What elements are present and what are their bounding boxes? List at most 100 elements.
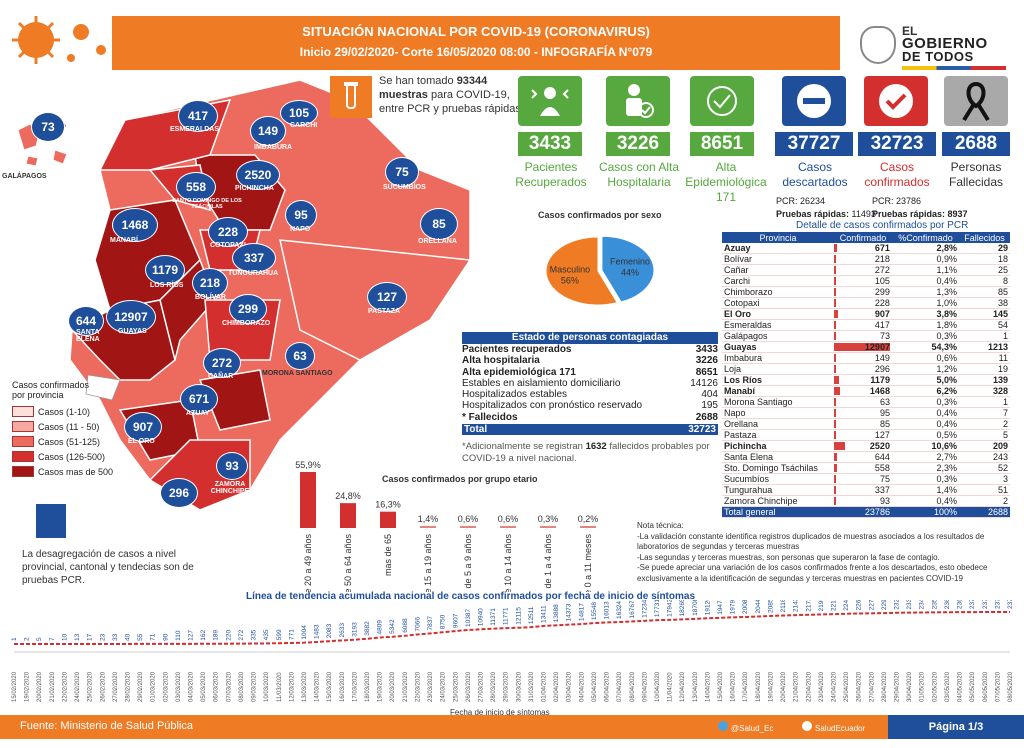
trend-date-label: 03/04/2020 bbox=[567, 671, 573, 702]
trend-point-label: 14817 bbox=[578, 603, 585, 621]
table-row: Santa Elena 644 2,7% 243 bbox=[722, 451, 1010, 464]
map-bubble-morona-santiago: 63 bbox=[285, 342, 315, 370]
trend-date-label: 23/04/2020 bbox=[819, 671, 825, 702]
trend-point-label: 20445 bbox=[755, 600, 762, 613]
table-row: Loja 296 1,2% 19 bbox=[722, 363, 1010, 376]
hospital-discharge-count: 3226 bbox=[606, 132, 670, 156]
hospital-discharge-label: Casos con Alta Hospitalaria bbox=[598, 160, 680, 189]
trend-date-label: 04/05/2020 bbox=[958, 671, 964, 702]
trend-point-label: 18708 bbox=[692, 600, 699, 616]
trend-date-label: 30/03/2020 bbox=[516, 671, 522, 702]
recovered-label: Pacientes Recuperados bbox=[515, 160, 587, 189]
confirmed-icon bbox=[864, 76, 928, 126]
trend-date-label: 11/04/2020 bbox=[668, 672, 674, 702]
trend-date-label: 29/03/2020 bbox=[504, 671, 510, 702]
trend-date-label: 26/03/2020 bbox=[466, 671, 472, 702]
cell-pct: 6,2% bbox=[891, 385, 959, 398]
trend-date-label: 03/03/2020 bbox=[176, 671, 182, 702]
trend-date-label: 01/05/2020 bbox=[920, 671, 926, 702]
table-row: Chimborazo 299 1,3% 85 bbox=[722, 286, 1010, 299]
trend-date-label: 01/03/2020 bbox=[151, 671, 157, 702]
province-table-title: Detalle de casos confirmados por PCR bbox=[796, 220, 969, 231]
trend-point-label: 17234 bbox=[641, 600, 648, 618]
table-row: Bolívar 218 0,9% 18 bbox=[722, 253, 1010, 266]
trend-date-label: 25/03/2020 bbox=[453, 671, 459, 702]
trend-point-label: 9607 bbox=[452, 613, 459, 628]
trend-point-label: 599 bbox=[276, 629, 283, 640]
test-tube-icon bbox=[330, 76, 372, 118]
trend-date-label: 27/04/2020 bbox=[869, 671, 875, 702]
cell-deaths: 328 bbox=[958, 385, 1010, 398]
cell-deaths: 3 bbox=[958, 473, 1010, 486]
trend-point-label: 1004 bbox=[301, 625, 308, 640]
trend-point-label: 16767 bbox=[629, 600, 636, 618]
map-info-icon bbox=[36, 504, 66, 538]
trend-point-label: 4809 bbox=[377, 620, 384, 635]
trend-date-label: 04/03/2020 bbox=[189, 671, 195, 702]
ecuador-map: 73 GALÁPAGOS 417 ESMERALDAS 105 CARCHI 1… bbox=[0, 60, 472, 530]
cell-confirmed: 272 bbox=[834, 264, 892, 277]
col-header: Confirmado bbox=[834, 232, 892, 243]
trend-x-axis-label: Fecha de inicio de síntomas bbox=[450, 708, 550, 717]
cell-pct: 0,3% bbox=[891, 473, 959, 486]
cell-confirmed: 907 bbox=[834, 308, 892, 321]
map-bubble-esmeraldas: 417 bbox=[178, 100, 218, 132]
age-category-label: de 50 a 64 años bbox=[343, 534, 353, 592]
cell-confirmed: 63 bbox=[834, 396, 892, 409]
trend-point-label: 23612 bbox=[944, 600, 951, 609]
table-row: Orellana 85 0,4% 2 bbox=[722, 418, 1010, 431]
cell-confirmed: 1468 bbox=[834, 385, 892, 398]
cell-pct: 1,0% bbox=[891, 297, 959, 310]
cell-province: Sto. Domingo Tsáchilas bbox=[722, 462, 835, 475]
map-bubble-tungurahua: 337 bbox=[232, 243, 276, 273]
cell-deaths: 8 bbox=[958, 275, 1010, 288]
cell-pct: 1,8% bbox=[891, 319, 959, 332]
status-panel-title: Estado de personas contagiadas bbox=[462, 332, 718, 344]
page-indicator: Página 1/3 bbox=[888, 715, 1024, 739]
trend-point-label: 23342 bbox=[906, 600, 913, 610]
trend-point-label: 22455 bbox=[843, 600, 850, 611]
age-bar bbox=[420, 526, 436, 528]
trend-point-label: 90 bbox=[162, 633, 169, 641]
table-row: Pichincha 2520 10,6% 209 bbox=[722, 440, 1010, 453]
disaggregation-note: La desagregación de casos a nivel provin… bbox=[22, 549, 194, 586]
trend-point-label: 22795 bbox=[868, 600, 875, 610]
trend-point-label: 12115 bbox=[515, 607, 522, 625]
trend-point-label: 2633 bbox=[339, 623, 346, 638]
trend-point-label: 7837 bbox=[427, 616, 434, 631]
facebook-handle[interactable]: SaludEcuador bbox=[802, 721, 865, 733]
trend-date-label: 22/03/2020 bbox=[415, 671, 421, 702]
trend-point-label: 10387 bbox=[465, 609, 472, 627]
trend-point-label: 127 bbox=[188, 630, 195, 641]
twitter-handle[interactable]: @Salud_Ec bbox=[718, 721, 773, 733]
cell-province: Cotopaxi bbox=[722, 297, 835, 310]
footer: Fuente: Ministerio de Salud Pública @Sal… bbox=[0, 715, 1024, 739]
cell-confirmed: 337 bbox=[834, 484, 892, 497]
cell-province: Manabí bbox=[722, 385, 835, 398]
trend-date-label: 23/03/2020 bbox=[428, 671, 434, 702]
trend-point-label: 220 bbox=[225, 629, 232, 640]
cell-pct: 0,4% bbox=[891, 407, 959, 420]
map-bubble-carchi: 105 bbox=[280, 100, 318, 126]
age-bar-label: 24,8% bbox=[335, 491, 361, 501]
trend-point-label: 11371 bbox=[490, 608, 497, 626]
trend-point-label: 23531 bbox=[931, 600, 938, 609]
trend-line-chart: 1 2 5 7 10 13 17 23 33 40 55 71 90 110 127 162 189 220 272… bbox=[11, 600, 1014, 702]
cell-province: Chimborazo bbox=[722, 286, 835, 299]
technical-note: Nota técnica: -La validación constante i… bbox=[637, 521, 988, 583]
cell-confirmed: 93 bbox=[834, 495, 892, 508]
trend-point-label: 12511 bbox=[528, 606, 535, 624]
confirmed-pcr: PCR: 23786 bbox=[872, 196, 922, 206]
trend-point-label: 10940 bbox=[477, 608, 484, 626]
cell-province: Tungurahua bbox=[722, 484, 835, 497]
trend-date-label: 05/05/2020 bbox=[970, 671, 976, 702]
cell-deaths: 209 bbox=[958, 440, 1010, 453]
cell-deaths: 25 bbox=[958, 264, 1010, 277]
trend-date-label: 03/05/2020 bbox=[945, 671, 951, 702]
age-bar-label: 16,3% bbox=[375, 500, 401, 510]
map-bubble-imbabura: 149 bbox=[250, 116, 286, 146]
age-bar bbox=[580, 526, 596, 528]
cell-province: Imbabura bbox=[722, 352, 835, 365]
map-bubble-el-oro: 907 bbox=[124, 412, 162, 442]
cell-deaths: 145 bbox=[958, 308, 1010, 321]
